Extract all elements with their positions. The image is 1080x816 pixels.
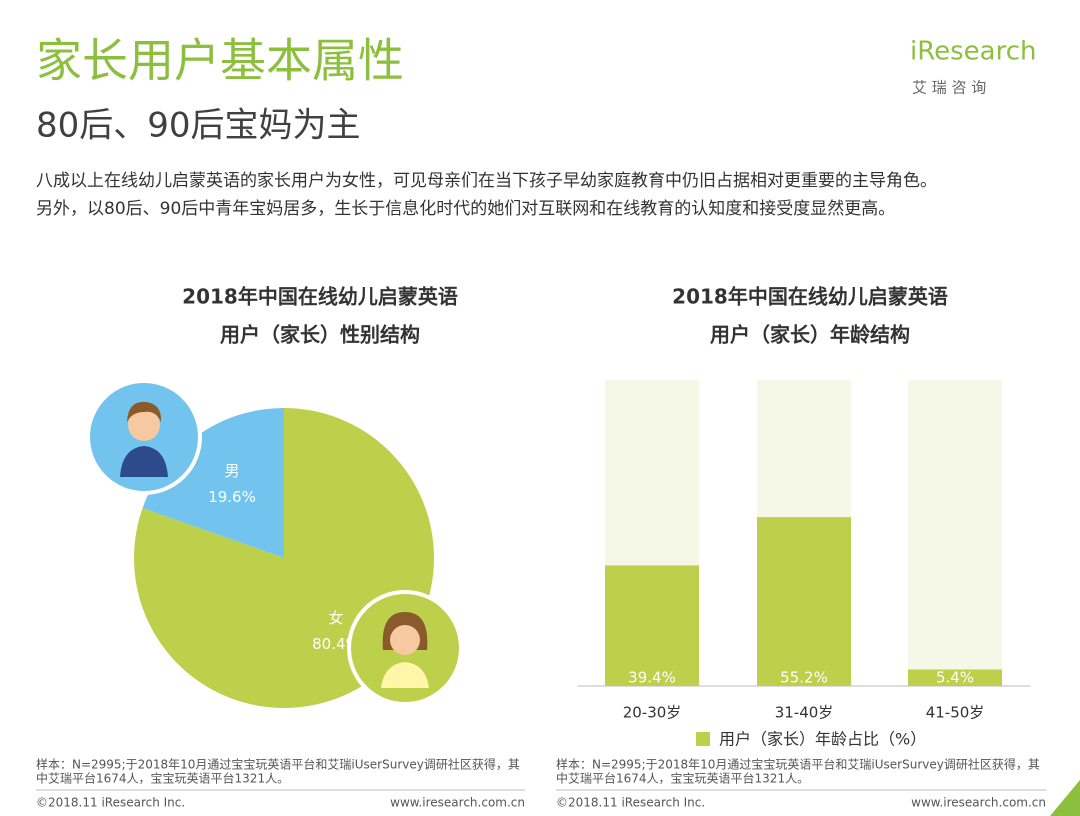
bar (757, 517, 851, 686)
intro-line: 八成以上在线幼儿启蒙英语的家长用户为女性，可见母亲们在当下孩子早幼家庭教育中仍旧… (36, 171, 937, 191)
x-tick-label: 31-40岁 (775, 704, 834, 722)
bar-label: 39.4% (628, 669, 676, 687)
slice-name: 男 (225, 462, 240, 480)
bar-label: 55.2% (780, 669, 828, 687)
avatar-body (381, 662, 429, 688)
chart-title: 用户（家长）性别结构 (220, 323, 420, 347)
note: 样本：N=2995;于2018年10月通过宝宝玩英语平台和艾瑞iUserSurv… (556, 757, 1040, 772)
bar-background (908, 380, 1002, 686)
avatar-face (128, 409, 160, 441)
avatar-hair (127, 401, 162, 422)
subtitle: 80后、90后宝妈为主 (36, 106, 361, 146)
chart-title: 2018年中国在线幼儿启蒙英语 (182, 285, 458, 309)
bar (605, 565, 699, 686)
x-tick-label: 41-50岁 (926, 704, 985, 722)
legend-label: 用户（家长）年龄占比（%） (719, 730, 926, 749)
pie-slice (142, 408, 284, 558)
x-tick-label: 20-30岁 (623, 704, 682, 722)
bar (908, 669, 1002, 686)
avatar-body (120, 446, 168, 477)
title: 家长用户基本属性 (36, 34, 404, 88)
note: 中艾瑞平台1674人，宝宝玩英语平台1321人。 (36, 771, 289, 786)
chart-title: 用户（家长）年龄结构 (710, 323, 910, 347)
slice-label: 19.6% (208, 488, 256, 506)
avatar-face (390, 625, 420, 655)
intro-line: 另外，以80后、90后中青年宝妈居多，生长于信息化时代的她们对互联网和在线教育的… (36, 199, 895, 219)
slice-name: 女 (328, 609, 343, 627)
chart-title: 2018年中国在线幼儿启蒙英语 (672, 285, 948, 309)
logo-sub: 艾 瑞 咨 询 (912, 79, 986, 97)
note: 中艾瑞平台1674人，宝宝玩英语平台1321人。 (556, 771, 809, 786)
legend-swatch (696, 732, 710, 746)
bar-label: 5.4% (936, 669, 974, 687)
logo: iResearch (910, 37, 1036, 67)
url: www.iresearch.com.cn (911, 796, 1046, 810)
note: 样本：N=2995;于2018年10月通过宝宝玩英语平台和艾瑞iUserSurv… (36, 757, 520, 772)
url: www.iresearch.com.cn (390, 796, 525, 810)
corner-decoration (1050, 780, 1080, 816)
copyright: ©2018.11 iResearch Inc. (556, 796, 705, 810)
copyright: ©2018.11 iResearch Inc. (36, 796, 185, 810)
